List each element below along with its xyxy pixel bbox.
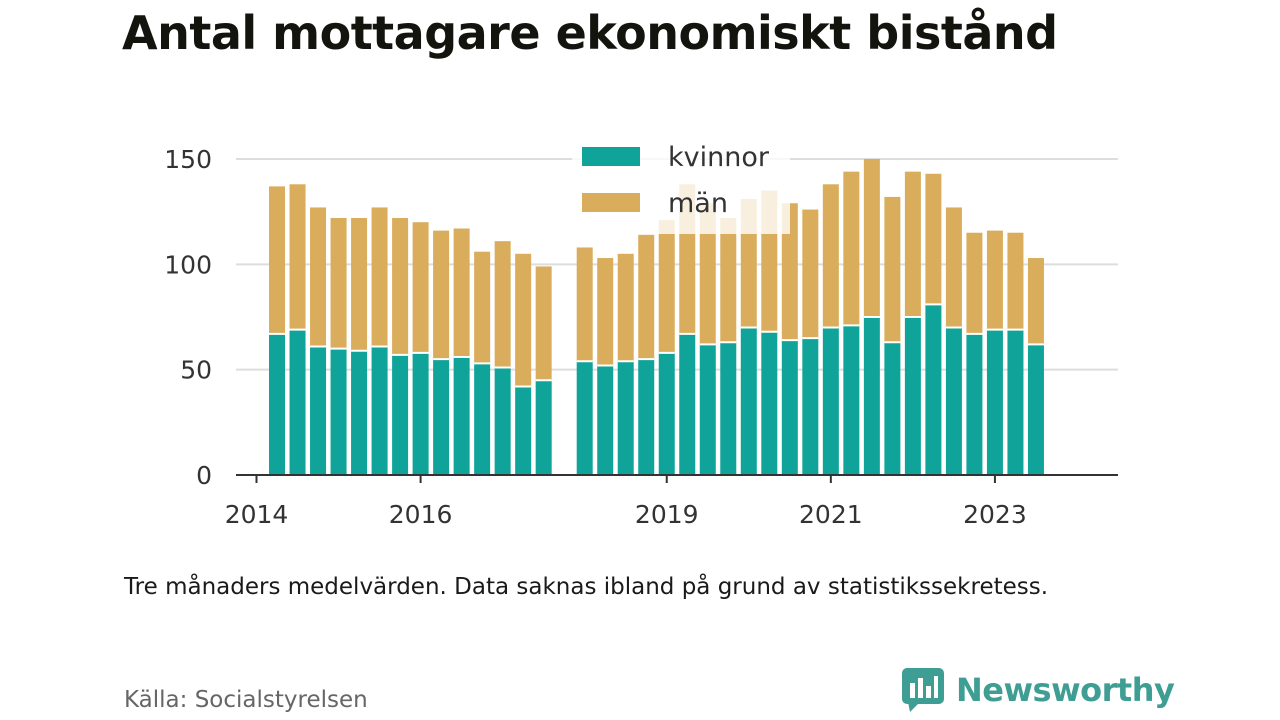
legend-swatch <box>582 193 640 212</box>
bar-man <box>658 220 675 353</box>
x-tick-label: 2016 <box>389 500 453 529</box>
bar-kvinnor <box>945 327 962 475</box>
legend-label: män <box>668 188 728 219</box>
bar-man <box>1007 232 1024 330</box>
stacked-bar-chart: 0 50 100 150 2014 2016 2019 2021 2023 kvinnor män <box>164 0 1118 529</box>
bar-kvinnor <box>289 329 306 475</box>
x-tick-label: 2014 <box>225 500 289 529</box>
bar-kvinnor <box>597 365 614 475</box>
bars <box>269 0 1065 475</box>
bar-man <box>720 217 737 343</box>
bar-man <box>453 228 470 358</box>
bar-kvinnor <box>802 338 819 475</box>
y-tick-label: 0 <box>196 461 212 490</box>
bar-man <box>904 171 921 317</box>
bar-man <box>330 217 347 349</box>
bar-man <box>576 247 593 362</box>
bar-man <box>535 266 552 381</box>
x-tick-label: 2021 <box>799 500 863 529</box>
y-tick-label: 150 <box>164 145 212 174</box>
legend-swatch <box>582 147 640 166</box>
brand-name: Newsworthy <box>956 671 1175 709</box>
bar-kvinnor <box>474 363 491 475</box>
bar-kvinnor <box>494 367 511 475</box>
bar-kvinnor <box>1007 329 1024 475</box>
bar-man <box>945 207 962 328</box>
bar-man <box>699 203 716 345</box>
bar-kvinnor <box>843 325 860 475</box>
legend: kvinnor män <box>572 138 790 234</box>
bar-man <box>617 253 634 362</box>
bar-man <box>1027 258 1044 345</box>
bar-man <box>843 171 860 326</box>
bar-man <box>289 184 306 330</box>
bar-man <box>638 234 655 360</box>
bar-man <box>597 258 614 366</box>
bar-kvinnor <box>515 386 532 475</box>
bar-kvinnor <box>638 359 655 475</box>
source-credit: Källa: Socialstyrelsen <box>124 687 368 713</box>
bar-man <box>822 184 839 328</box>
bar-kvinnor <box>966 333 983 475</box>
bar-kvinnor <box>535 380 552 475</box>
bar-man <box>310 207 327 347</box>
bar-kvinnor <box>392 354 409 475</box>
bar-man <box>392 217 409 355</box>
chart-note: Tre månaders medelvärden. Data saknas ib… <box>124 574 1049 600</box>
bar-kvinnor <box>617 361 634 475</box>
axes: 0 50 100 150 2014 2016 2019 2021 2023 <box>164 145 1118 529</box>
bar-kvinnor <box>761 331 778 475</box>
x-tick-label: 2019 <box>635 500 699 529</box>
bar-man <box>515 253 532 387</box>
bar-man <box>371 207 388 347</box>
bar-kvinnor <box>884 342 901 475</box>
bar-kvinnor <box>986 329 1003 475</box>
bar-man <box>433 230 450 360</box>
bar-man <box>351 217 368 351</box>
bar-man <box>986 230 1003 330</box>
bar-man <box>474 251 491 364</box>
y-tick-label: 100 <box>164 250 212 279</box>
bar-kvinnor <box>904 317 921 475</box>
bar-man <box>412 222 429 353</box>
bar-kvinnor <box>863 317 880 475</box>
bar-man <box>884 196 901 343</box>
bar-kvinnor <box>433 359 450 475</box>
bar-kvinnor <box>699 344 716 475</box>
bar-kvinnor <box>330 348 347 475</box>
bar-kvinnor <box>576 361 593 475</box>
bar-kvinnor <box>679 333 696 475</box>
bar-man <box>802 209 819 339</box>
newsworthy-logo-icon <box>902 668 944 712</box>
bar-kvinnor <box>658 352 675 475</box>
bar-kvinnor <box>781 340 798 475</box>
bar-kvinnor <box>269 333 286 475</box>
bar-man <box>269 186 286 334</box>
bar-kvinnor <box>371 346 388 475</box>
bar-man <box>925 173 942 305</box>
bar-kvinnor <box>412 352 429 475</box>
bar-kvinnor <box>1027 344 1044 475</box>
bar-man <box>863 159 880 317</box>
bar-kvinnor <box>310 346 327 475</box>
bar-man <box>781 203 798 341</box>
bar-kvinnor <box>720 342 737 475</box>
bar-man <box>494 241 511 368</box>
y-tick-label: 50 <box>180 356 212 385</box>
bar-kvinnor <box>740 327 757 475</box>
legend-label: kvinnor <box>668 142 770 173</box>
bar-man <box>966 232 983 334</box>
bar-kvinnor <box>351 350 368 475</box>
x-tick-label: 2023 <box>963 500 1027 529</box>
bar-kvinnor <box>453 357 470 475</box>
brand-logo: Newsworthy <box>902 668 1175 712</box>
chart-title: Antal mottagare ekonomiskt bistånd <box>122 6 1058 60</box>
bar-kvinnor <box>925 304 942 475</box>
bar-kvinnor <box>822 327 839 475</box>
